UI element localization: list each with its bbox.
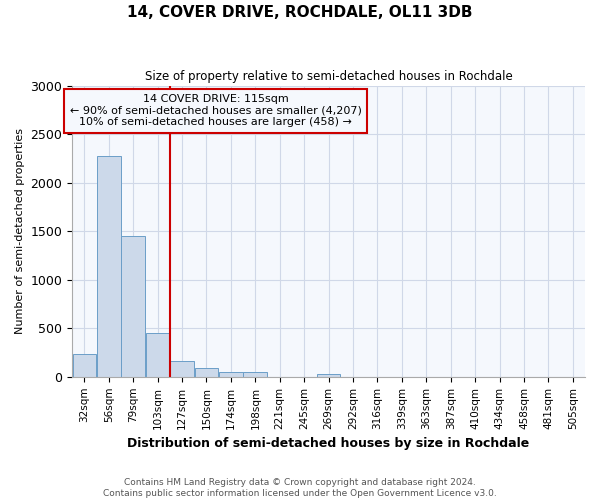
Bar [146, 332, 169, 377]
Bar [317, 374, 340, 377]
Bar [219, 372, 243, 377]
Title: Size of property relative to semi-detached houses in Rochdale: Size of property relative to semi-detach… [145, 70, 512, 83]
Text: 14, COVER DRIVE, ROCHDALE, OL11 3DB: 14, COVER DRIVE, ROCHDALE, OL11 3DB [127, 5, 473, 20]
Bar [121, 236, 145, 377]
Bar [170, 362, 194, 377]
Bar [73, 354, 96, 377]
Text: Contains HM Land Registry data © Crown copyright and database right 2024.
Contai: Contains HM Land Registry data © Crown c… [103, 478, 497, 498]
Bar [244, 372, 267, 377]
Bar [194, 368, 218, 377]
Y-axis label: Number of semi-detached properties: Number of semi-detached properties [15, 128, 25, 334]
Text: 14 COVER DRIVE: 115sqm
← 90% of semi-detached houses are smaller (4,207)
10% of : 14 COVER DRIVE: 115sqm ← 90% of semi-det… [70, 94, 362, 128]
X-axis label: Distribution of semi-detached houses by size in Rochdale: Distribution of semi-detached houses by … [127, 437, 530, 450]
Bar [97, 156, 121, 377]
